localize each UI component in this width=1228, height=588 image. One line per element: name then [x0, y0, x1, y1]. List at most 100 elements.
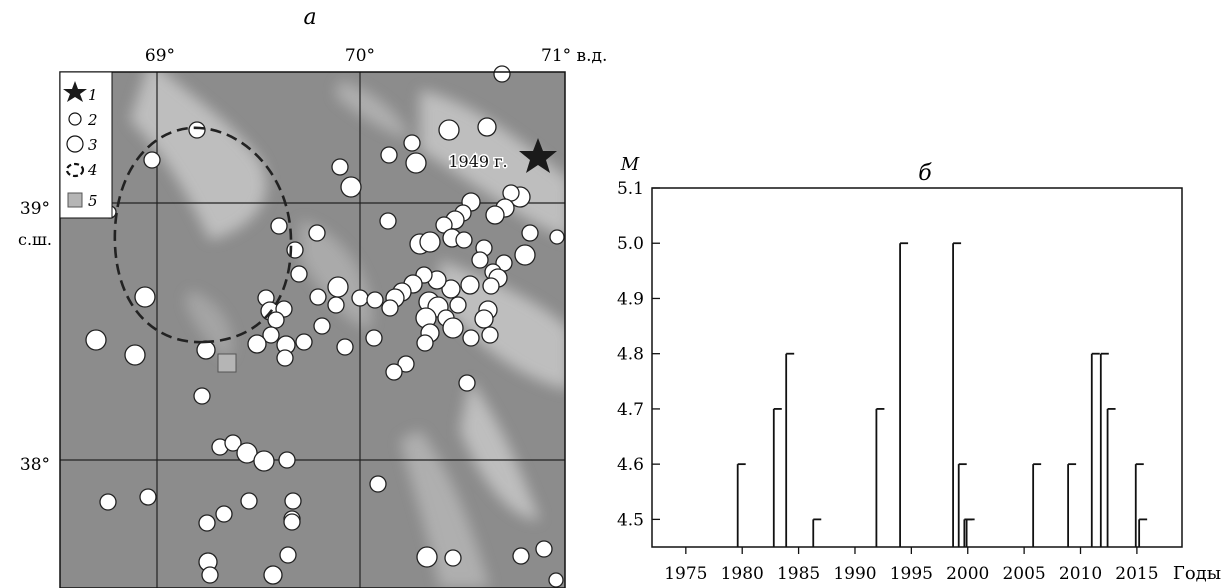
epicenter-marker	[188, 121, 206, 139]
epicenter-marker	[308, 224, 326, 242]
epicenter-marker	[309, 288, 327, 306]
x-tick-label: 2005	[1002, 564, 1045, 584]
chart-y-axis-title: М	[620, 154, 640, 175]
y-tick-label: 4.9	[617, 289, 644, 309]
x-tick-label: 2000	[946, 564, 989, 584]
epicenter-marker	[481, 326, 499, 344]
chart-x-ticks: 1975 1980 1985 1990 1995 2000 2005 2010 2015	[664, 547, 1159, 584]
epicenter-marker	[262, 326, 280, 344]
epicenter-marker	[549, 229, 565, 245]
epicenter-marker	[535, 540, 553, 558]
chart-x-axis-title: Годы	[1173, 563, 1221, 584]
lon-label-70: 70°	[345, 46, 375, 66]
legend-dashed-ellipse-icon	[65, 162, 85, 178]
reference-square-marker	[217, 353, 237, 373]
star-1949-icon	[519, 138, 557, 173]
map-panel-label: а	[303, 5, 316, 30]
epicenter-marker	[366, 291, 384, 309]
legend-star-icon	[63, 81, 87, 102]
epicenter-marker	[493, 65, 511, 83]
epicenter-marker	[380, 146, 398, 164]
epicenter-marker	[405, 152, 427, 174]
y-tick-label: 5.1	[617, 179, 644, 199]
map-frame: 1949 г.	[59, 65, 566, 588]
epicenter-marker	[462, 329, 480, 347]
map-lat-labels: 39° с.ш. 38°	[18, 199, 52, 475]
epicenter-marker	[253, 450, 275, 472]
epicenter-marker	[263, 565, 283, 585]
epicenter-marker	[193, 387, 211, 405]
legend-num-1: 1	[88, 86, 98, 104]
epicenter-marker	[365, 329, 383, 347]
epicenter-marker	[482, 277, 500, 295]
epicenter-marker	[521, 224, 539, 242]
y-tick-label: 4.7	[617, 400, 644, 420]
lat-sublabel-39: с.ш.	[18, 230, 52, 249]
epicenter-marker	[198, 514, 216, 532]
epicenter-marker	[247, 334, 267, 354]
epicenter-marker	[295, 333, 313, 351]
epicenter-marker	[514, 244, 536, 266]
epicenter-marker	[379, 212, 397, 230]
epicenter-marker	[460, 275, 480, 295]
epicenter-marker	[139, 488, 157, 506]
epicenter-marker	[283, 513, 301, 531]
epicenter-marker	[485, 205, 505, 225]
epicenter-marker	[327, 276, 349, 298]
legend-num-3: 3	[88, 136, 98, 154]
epicenter-marker	[215, 505, 233, 523]
earthquake-epicenters	[85, 65, 565, 588]
epicenter-marker	[458, 374, 476, 392]
chart-y-ticks: 4.5 4.6 4.7 4.8 4.9 5.0 5.1	[617, 179, 660, 530]
epicenter-marker	[196, 340, 216, 360]
lon-label-69: 69°	[145, 46, 175, 66]
x-tick-label: 1975	[664, 564, 707, 584]
map-legend: 1 2 3 4 5	[59, 71, 113, 219]
epicenter-marker	[512, 547, 530, 565]
epicenter-marker	[143, 151, 161, 169]
epicenter-marker	[278, 451, 296, 469]
x-tick-label: 1995	[890, 564, 933, 584]
epicenter-marker	[471, 251, 489, 269]
legend-num-2: 2	[87, 111, 98, 129]
epicenter-marker	[336, 338, 354, 356]
epicenter-marker	[270, 217, 288, 235]
epicenter-marker	[201, 566, 219, 584]
star-annotation: 1949 г.	[448, 152, 507, 171]
epicenter-marker	[284, 492, 302, 510]
epicenter-marker	[444, 549, 462, 567]
epicenter-marker	[449, 296, 467, 314]
epicenter-marker	[455, 231, 473, 249]
epicenter-marker	[331, 158, 349, 176]
epicenter-marker	[397, 355, 415, 373]
y-tick-label: 4.6	[617, 455, 644, 475]
legend-num-4: 4	[87, 161, 98, 179]
epicenter-marker	[403, 134, 421, 152]
epicenter-marker	[313, 317, 331, 335]
epicenter-marker	[224, 434, 242, 452]
legend-num-5: 5	[88, 192, 98, 210]
epicenter-marker	[416, 334, 434, 352]
chart-event-bars	[736, 242, 1148, 547]
epicenter-marker	[327, 296, 345, 314]
epicenter-marker	[381, 299, 399, 317]
epicenter-marker	[99, 493, 117, 511]
epicenter-marker	[477, 117, 497, 137]
x-tick-label: 1985	[777, 564, 820, 584]
epicenter-marker	[240, 492, 258, 510]
epicenter-marker	[267, 311, 285, 329]
epicenter-marker	[385, 363, 403, 381]
map-lon-labels: 69° 70° 71° в.д.	[145, 46, 607, 66]
epicenter-marker	[548, 572, 564, 588]
epicenter-marker	[279, 546, 297, 564]
x-tick-label: 1990	[833, 564, 876, 584]
epicenter-marker	[85, 329, 107, 351]
x-tick-label: 1980	[721, 564, 764, 584]
legend-large-circle-icon	[66, 135, 84, 153]
aftershock-zone-ellipse	[113, 126, 293, 344]
epicenter-marker	[276, 349, 294, 367]
lat-label-38: 38°	[20, 455, 50, 475]
legend-small-circle-icon	[68, 112, 82, 126]
chart-panel-label: б	[918, 161, 932, 186]
epicenter-marker	[134, 286, 156, 308]
